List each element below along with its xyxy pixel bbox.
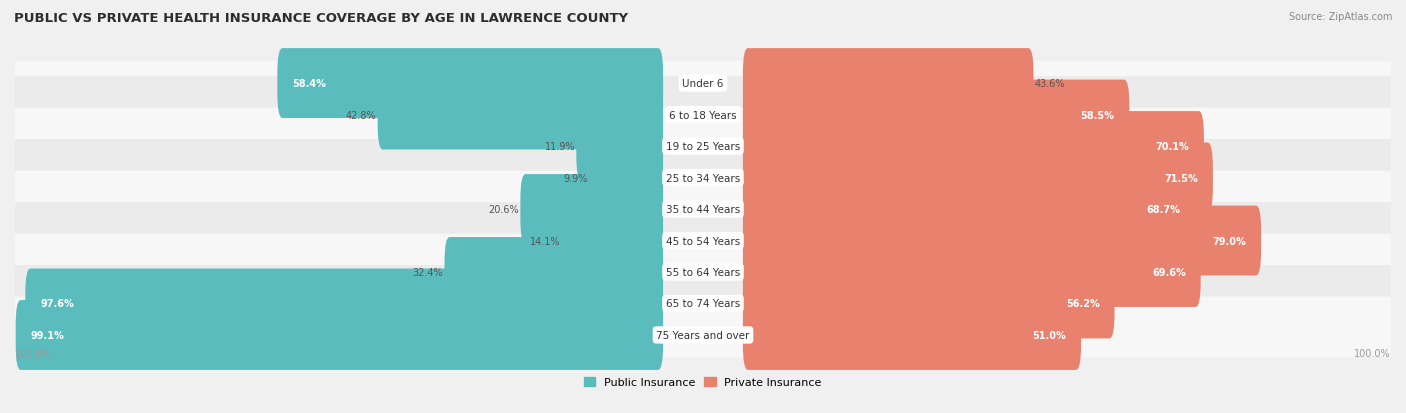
FancyBboxPatch shape xyxy=(10,108,1396,185)
Text: 19 to 25 Years: 19 to 25 Years xyxy=(666,142,740,152)
Text: 20.6%: 20.6% xyxy=(488,204,519,214)
Text: 69.6%: 69.6% xyxy=(1152,267,1185,278)
Text: 100.0%: 100.0% xyxy=(15,348,52,358)
FancyBboxPatch shape xyxy=(10,203,1396,279)
FancyBboxPatch shape xyxy=(742,49,1033,119)
FancyBboxPatch shape xyxy=(589,143,664,213)
FancyBboxPatch shape xyxy=(10,45,1396,122)
Text: 43.6%: 43.6% xyxy=(1035,79,1066,89)
Text: 65 to 74 Years: 65 to 74 Years xyxy=(666,299,740,309)
FancyBboxPatch shape xyxy=(378,81,664,150)
Text: 51.0%: 51.0% xyxy=(1032,330,1066,340)
FancyBboxPatch shape xyxy=(576,112,664,182)
Text: 6 to 18 Years: 6 to 18 Years xyxy=(669,110,737,120)
FancyBboxPatch shape xyxy=(562,206,664,276)
Text: 58.5%: 58.5% xyxy=(1081,110,1115,120)
Text: 100.0%: 100.0% xyxy=(1354,348,1391,358)
Text: 70.1%: 70.1% xyxy=(1156,142,1189,152)
Legend: Public Insurance, Private Insurance: Public Insurance, Private Insurance xyxy=(583,377,823,387)
Text: 9.9%: 9.9% xyxy=(564,173,588,183)
Text: 58.4%: 58.4% xyxy=(292,79,326,89)
FancyBboxPatch shape xyxy=(25,269,664,339)
FancyBboxPatch shape xyxy=(742,269,1115,339)
Text: 75 Years and over: 75 Years and over xyxy=(657,330,749,340)
FancyBboxPatch shape xyxy=(10,234,1396,311)
Text: Source: ZipAtlas.com: Source: ZipAtlas.com xyxy=(1288,12,1392,22)
FancyBboxPatch shape xyxy=(742,237,1201,307)
FancyBboxPatch shape xyxy=(10,140,1396,216)
Text: Under 6: Under 6 xyxy=(682,79,724,89)
FancyBboxPatch shape xyxy=(10,297,1396,373)
Text: 97.6%: 97.6% xyxy=(41,299,75,309)
Text: 99.1%: 99.1% xyxy=(31,330,65,340)
FancyBboxPatch shape xyxy=(742,175,1195,244)
FancyBboxPatch shape xyxy=(742,143,1213,213)
Text: 45 to 54 Years: 45 to 54 Years xyxy=(666,236,740,246)
FancyBboxPatch shape xyxy=(742,81,1129,150)
Text: 56.2%: 56.2% xyxy=(1066,299,1099,309)
FancyBboxPatch shape xyxy=(444,237,664,307)
Text: 35 to 44 Years: 35 to 44 Years xyxy=(666,204,740,214)
FancyBboxPatch shape xyxy=(742,300,1081,370)
FancyBboxPatch shape xyxy=(10,77,1396,154)
Text: 11.9%: 11.9% xyxy=(544,142,575,152)
FancyBboxPatch shape xyxy=(15,300,664,370)
FancyBboxPatch shape xyxy=(10,266,1396,342)
FancyBboxPatch shape xyxy=(742,112,1204,182)
FancyBboxPatch shape xyxy=(10,171,1396,248)
Text: 68.7%: 68.7% xyxy=(1146,204,1180,214)
Text: 42.8%: 42.8% xyxy=(346,110,377,120)
Text: 79.0%: 79.0% xyxy=(1212,236,1246,246)
FancyBboxPatch shape xyxy=(742,206,1261,276)
FancyBboxPatch shape xyxy=(520,175,664,244)
Text: 71.5%: 71.5% xyxy=(1164,173,1198,183)
FancyBboxPatch shape xyxy=(277,49,664,119)
Text: PUBLIC VS PRIVATE HEALTH INSURANCE COVERAGE BY AGE IN LAWRENCE COUNTY: PUBLIC VS PRIVATE HEALTH INSURANCE COVER… xyxy=(14,12,628,25)
Text: 32.4%: 32.4% xyxy=(412,267,443,278)
Text: 25 to 34 Years: 25 to 34 Years xyxy=(666,173,740,183)
Text: 14.1%: 14.1% xyxy=(530,236,561,246)
Text: 55 to 64 Years: 55 to 64 Years xyxy=(666,267,740,278)
